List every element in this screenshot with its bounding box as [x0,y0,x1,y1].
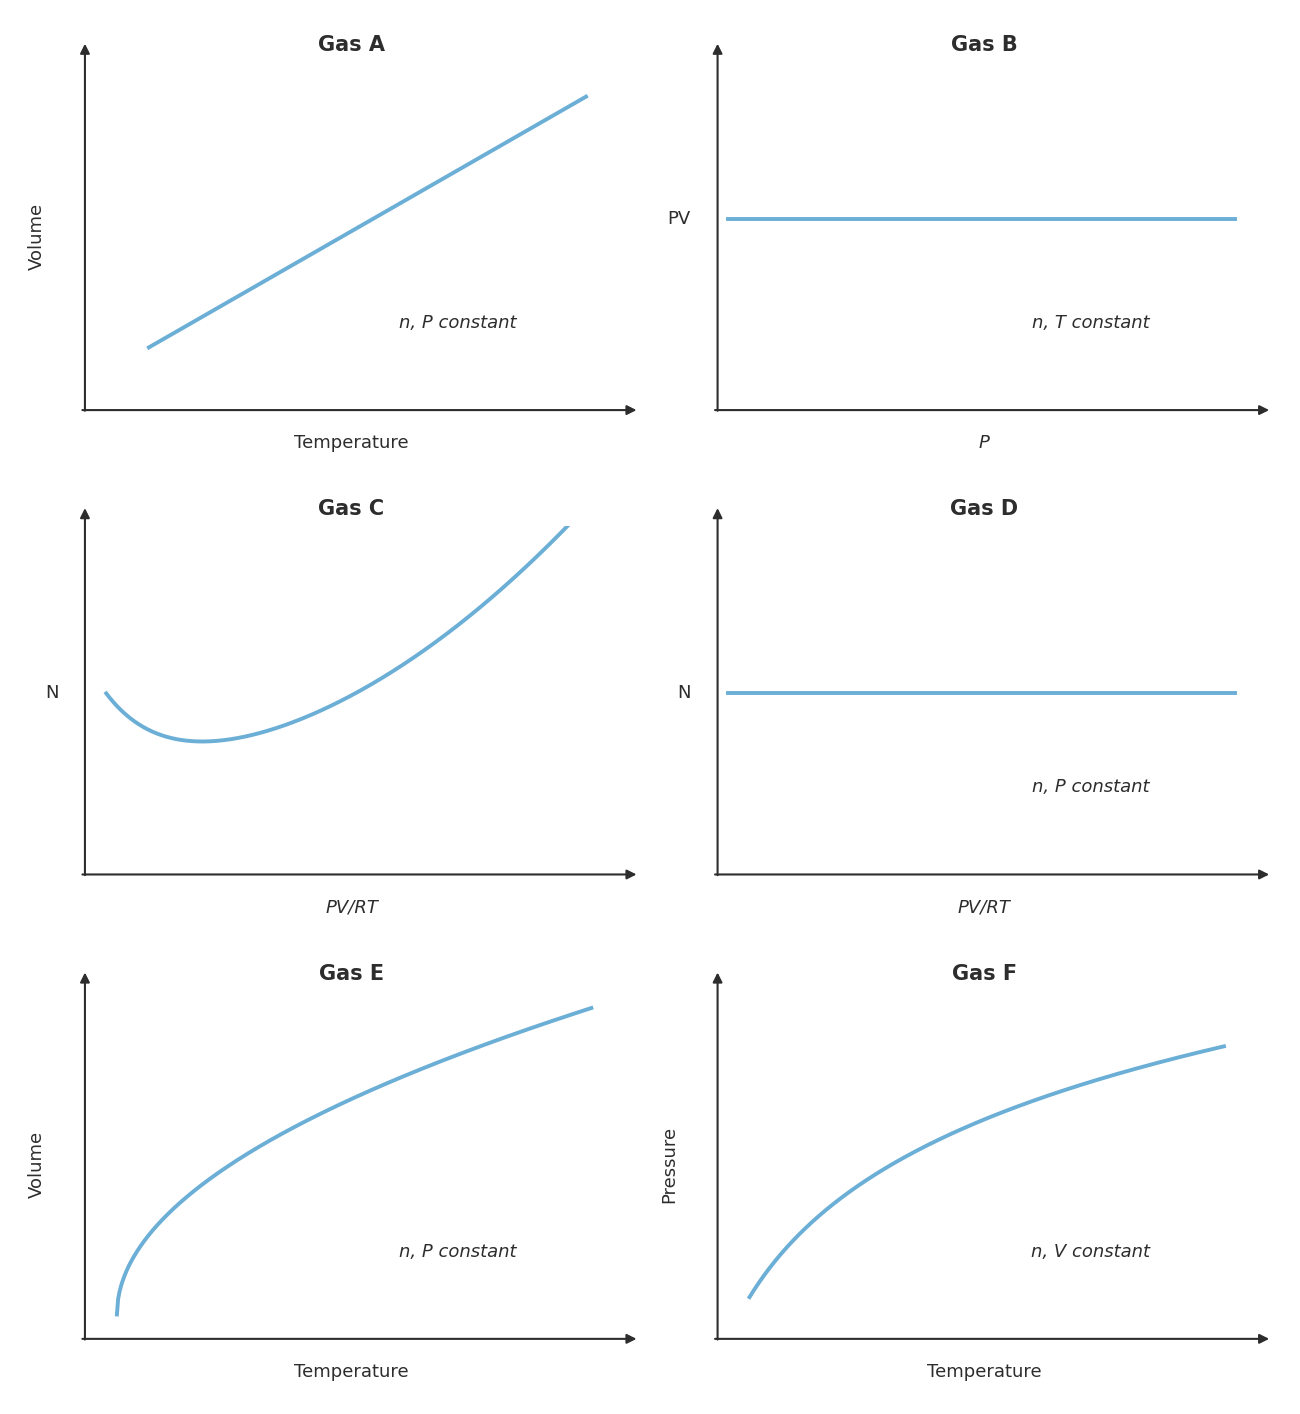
Text: Pressure: Pressure [660,1126,679,1203]
Text: n, P constant: n, P constant [1032,779,1149,796]
Text: Temperature: Temperature [927,1363,1041,1381]
Title: Gas B: Gas B [950,35,1018,55]
Text: Temperature: Temperature [294,1363,408,1381]
Title: Gas F: Gas F [952,963,1017,984]
Title: Gas D: Gas D [950,499,1018,519]
Text: Volume: Volume [29,1131,46,1198]
Text: n, P constant: n, P constant [399,1243,517,1261]
Text: Temperature: Temperature [294,434,408,452]
Text: PV/RT: PV/RT [325,899,378,916]
Text: N: N [44,684,58,703]
Text: n, V constant: n, V constant [1031,1243,1150,1261]
Text: n, P constant: n, P constant [399,314,517,332]
Text: n, T constant: n, T constant [1032,314,1149,332]
Text: Volume: Volume [29,202,46,270]
Title: Gas A: Gas A [318,35,385,55]
Text: PV/RT: PV/RT [958,899,1010,916]
Title: Gas E: Gas E [318,963,384,984]
Text: N: N [677,684,690,703]
Title: Gas C: Gas C [318,499,385,519]
Text: PV: PV [668,209,690,228]
Text: P: P [979,434,989,452]
